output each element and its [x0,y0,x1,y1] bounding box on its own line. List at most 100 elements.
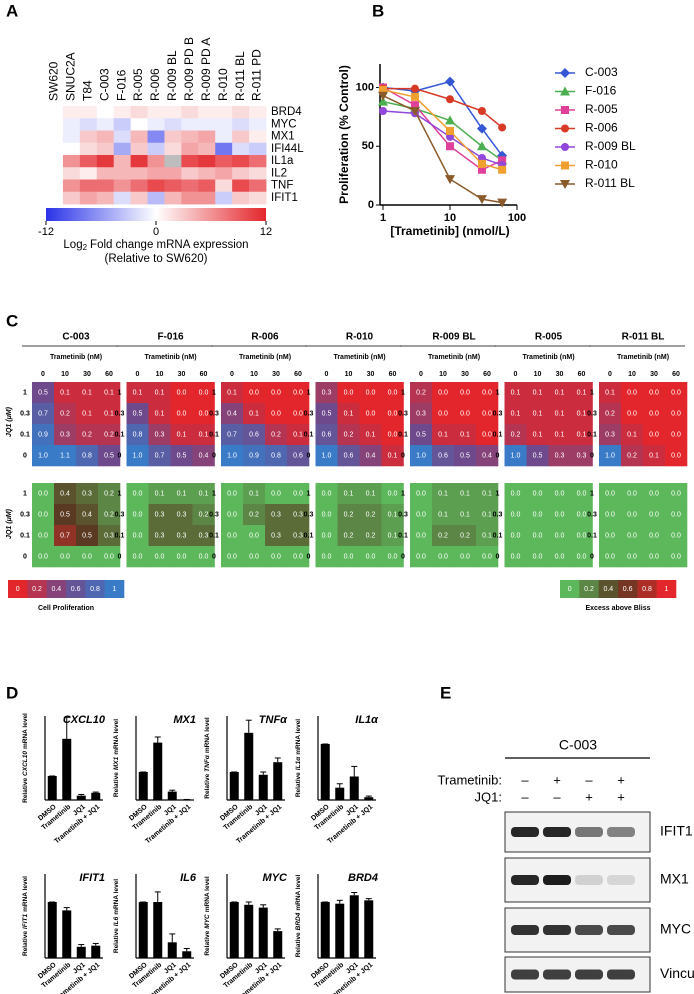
cell-label: 0.0 [38,532,48,539]
cell-label: 0.1 [60,389,70,396]
legend-label: R-011 BL [585,176,635,190]
heatmap-cell [126,525,149,547]
heatmap-cell [643,504,666,526]
heatmap-cell [192,525,215,547]
data-point [476,195,487,205]
cell-label: 0.1 [177,490,187,497]
heatmap-cell [164,155,182,168]
y-axis-label: RelativeIFIT1 mRNA level [22,876,29,956]
cell-label: 0.1 [577,431,587,438]
heatmap-cell [504,504,527,526]
cell-label: 0.6 [322,431,332,438]
x-tick-label: 100 [508,212,526,224]
row-label: 0.3 [493,511,503,518]
heatmap-cell [98,504,121,526]
colorbar-segment [560,580,580,598]
column-label: F-016 [114,69,128,101]
column-label: 10 [156,371,164,378]
cell-label: 0.0 [249,389,259,396]
cell-label: 0.5 [416,431,426,438]
cell-label: 0.0 [649,431,659,438]
column-label: 60 [389,371,397,378]
row-label: IL1a [271,155,294,167]
row-label: 1 [401,490,405,497]
row-label: 0 [401,452,405,459]
cell-label: 0.1 [605,389,615,396]
heatmap-cell [98,483,121,505]
bar [138,772,148,800]
colorbar-tick-label: 0.4 [51,586,61,593]
heatmap-cell [665,525,688,547]
heatmap-cell [265,546,288,568]
heatmap-cell [192,382,215,404]
cell-label: 0.2 [104,490,114,497]
cell-label: 0.1 [555,410,565,417]
cell-label: 0.3 [271,532,281,539]
row-label: BRD4 [271,106,302,118]
cell-label: 0.0 [649,532,659,539]
cell-line-name: R-010 [346,332,374,343]
cell-label: 0.8 [82,452,92,459]
label-part: Log [63,239,82,251]
cell-label: 0.1 [82,410,92,417]
heatmap-cell [243,424,266,446]
heatmap-cell [96,130,115,144]
label-part: mRNA level [113,719,120,755]
heatmap-cell [98,445,121,467]
column-label: 60 [200,371,208,378]
colorbar-tick-label: 0.6 [623,586,633,593]
y-axis-label: RelativeTNFαmRNA level [204,717,211,799]
heatmap-cell [359,546,382,568]
column-label: SNUC2A [64,52,78,101]
bar [62,910,72,958]
row-label: 0.1 [20,532,30,539]
blot-band [511,875,539,885]
legend-marker [561,143,569,151]
label-gene: MYC [204,914,211,929]
blot-band [575,827,603,837]
row-label: 0.1 [304,431,314,438]
column-label: 0 [136,371,140,378]
column-label: 60 [105,371,113,378]
cell-label: 0.3 [155,431,165,438]
cell-label: 0.0 [649,389,659,396]
cell-label: 0.0 [671,410,681,417]
panel-label: D [6,683,18,702]
heatmap-cell [337,445,360,467]
colorbar-tick-label: 0 [16,586,20,593]
y-axis-label: RelativeMYC mRNA level [204,876,211,955]
heatmap-cell [126,504,149,526]
heatmap-cell [287,483,310,505]
cell-label: 0.0 [133,490,143,497]
heatmap-cell [359,403,382,425]
heatmap-cell [504,546,527,568]
cell-label: 0.0 [649,511,659,518]
cell-label: 0.0 [227,511,237,518]
heatmap-cell [643,382,666,404]
heatmap-cell [337,382,360,404]
heatmap-cell [621,382,644,404]
heatmap-cell [381,445,404,467]
row-label: 0 [23,452,27,459]
cell-label: 0.0 [82,553,92,560]
heatmap-cell [410,445,433,467]
legend-label: R-005 [585,102,618,116]
cell-label: 0.0 [482,431,492,438]
heatmap-cell [148,424,171,446]
row-label: 1 [590,490,594,497]
cell-label: 0.3 [605,431,615,438]
heatmap-cell [315,382,338,404]
cell-label: 1.0 [605,452,615,459]
heatmap-cell [504,382,527,404]
cell-label: 0.1 [438,431,448,438]
bar [320,902,330,958]
column-label: R-009 PD B [182,37,196,101]
cell-label: 0.1 [388,532,398,539]
cell-label: 0.0 [227,490,237,497]
row-label: 0 [23,553,27,560]
heatmap-cell [665,483,688,505]
heatmap-cell [287,382,310,404]
heatmap-cell [215,118,233,131]
colorbar-segment [656,580,677,598]
heatmap-cell [410,403,433,425]
